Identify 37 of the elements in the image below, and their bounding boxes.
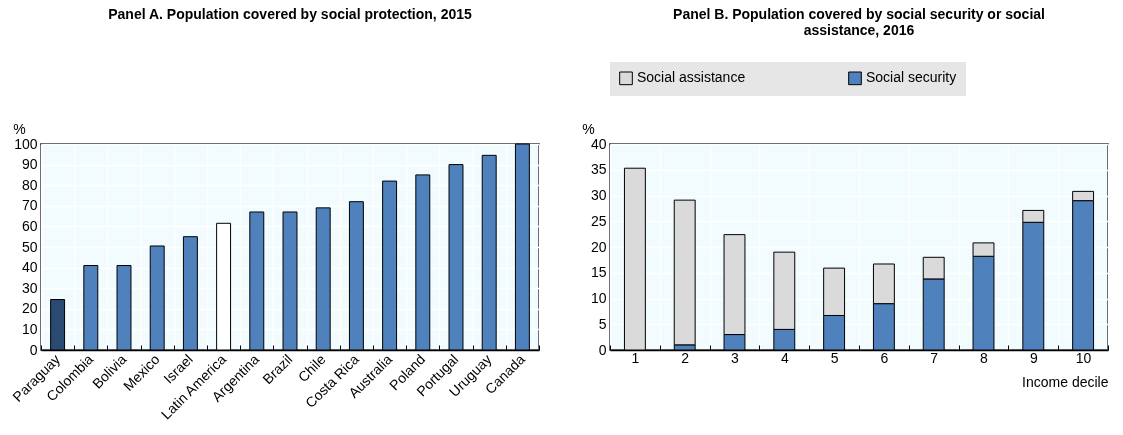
- y-tick-label: 50: [21, 238, 38, 255]
- x-tick-label: 2: [681, 349, 690, 366]
- y-tick-label: 40: [590, 135, 607, 152]
- y-tick-label: 5: [598, 315, 607, 332]
- y-tick-label: 100: [14, 135, 38, 152]
- y-tick-label: 60: [21, 217, 38, 234]
- x-axis-title: Income decile: [1022, 373, 1109, 390]
- y-tick-label: 0: [29, 341, 38, 358]
- x-tick-label: 4: [780, 349, 789, 366]
- x-tick-label: 3: [731, 349, 740, 366]
- y-tick-label: 35: [590, 161, 607, 178]
- y-tick-label: 20: [590, 238, 607, 255]
- legend-label: Social assistance: [637, 69, 746, 86]
- x-tick-label: 8: [980, 349, 989, 366]
- y-tick-label: 30: [590, 187, 607, 203]
- y-tick-label: 20: [21, 300, 38, 317]
- y-tick-label: 70: [21, 197, 38, 214]
- y-tick-label: 0: [598, 341, 607, 358]
- chart-title: Panel B. Population covered by social security or social assistance, 2016: [673, 6, 1045, 38]
- legend-label: Social security: [866, 69, 957, 86]
- y-axis-title: %: [13, 120, 26, 137]
- y-tick-label: 30: [21, 279, 38, 296]
- y-tick-label: 15: [590, 264, 607, 281]
- x-tick-label: 9: [1029, 349, 1038, 366]
- x-tick-label: 10: [1075, 349, 1092, 366]
- x-tick-label: 5: [830, 349, 839, 366]
- x-tick-label: 6: [880, 349, 889, 366]
- y-tick-label: 25: [590, 212, 607, 229]
- y-tick-label: 10: [590, 290, 607, 306]
- y-tick-label: 80: [21, 176, 38, 193]
- y-tick-label: 10: [21, 320, 38, 337]
- x-tick-label: 1: [631, 349, 640, 366]
- x-tick-label: 7: [930, 349, 939, 366]
- y-tick-label: 90: [21, 156, 38, 173]
- y-tick-label: 40: [21, 259, 38, 276]
- y-axis-title: %: [582, 120, 595, 137]
- chart-title: Panel A. Population covered by social protection, 2015: [108, 6, 472, 22]
